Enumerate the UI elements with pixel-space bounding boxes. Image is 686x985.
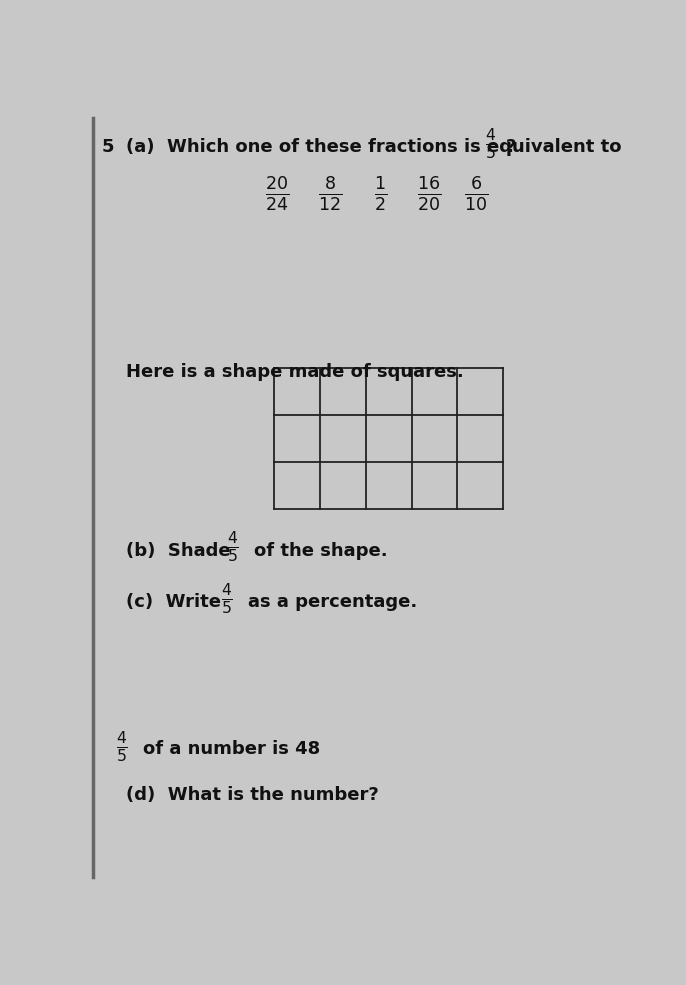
Text: of a number is 48: of a number is 48 [143, 741, 320, 758]
Text: ?: ? [506, 138, 516, 156]
Text: $\frac{4}{5}$: $\frac{4}{5}$ [221, 581, 233, 616]
Text: Here is a shape made of squares.: Here is a shape made of squares. [126, 363, 463, 381]
Text: $\frac{4}{5}$: $\frac{4}{5}$ [227, 529, 239, 564]
Text: $\frac{4}{5}$: $\frac{4}{5}$ [116, 729, 128, 763]
Text: (d)  What is the number?: (d) What is the number? [126, 786, 379, 804]
Text: $\frac{4}{5}$: $\frac{4}{5}$ [485, 126, 497, 161]
Text: as a percentage.: as a percentage. [248, 593, 417, 611]
Text: $\frac{8}{12}$: $\frac{8}{12}$ [318, 175, 342, 213]
Text: (c)  Write: (c) Write [126, 593, 221, 611]
Text: (b)  Shade: (b) Shade [126, 542, 230, 559]
Text: $\frac{1}{2}$: $\frac{1}{2}$ [375, 175, 388, 213]
Text: $\frac{20}{24}$: $\frac{20}{24}$ [265, 175, 289, 213]
Text: of the shape.: of the shape. [254, 542, 388, 559]
Text: 5: 5 [102, 138, 114, 156]
Text: $\frac{6}{10}$: $\frac{6}{10}$ [464, 175, 488, 213]
Text: $\frac{16}{20}$: $\frac{16}{20}$ [416, 175, 441, 213]
Text: (a)  Which one of these fractions is equivalent to: (a) Which one of these fractions is equi… [126, 138, 621, 156]
